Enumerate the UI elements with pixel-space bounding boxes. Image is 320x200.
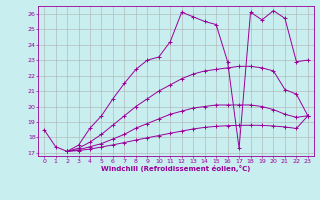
X-axis label: Windchill (Refroidissement éolien,°C): Windchill (Refroidissement éolien,°C) bbox=[101, 165, 251, 172]
